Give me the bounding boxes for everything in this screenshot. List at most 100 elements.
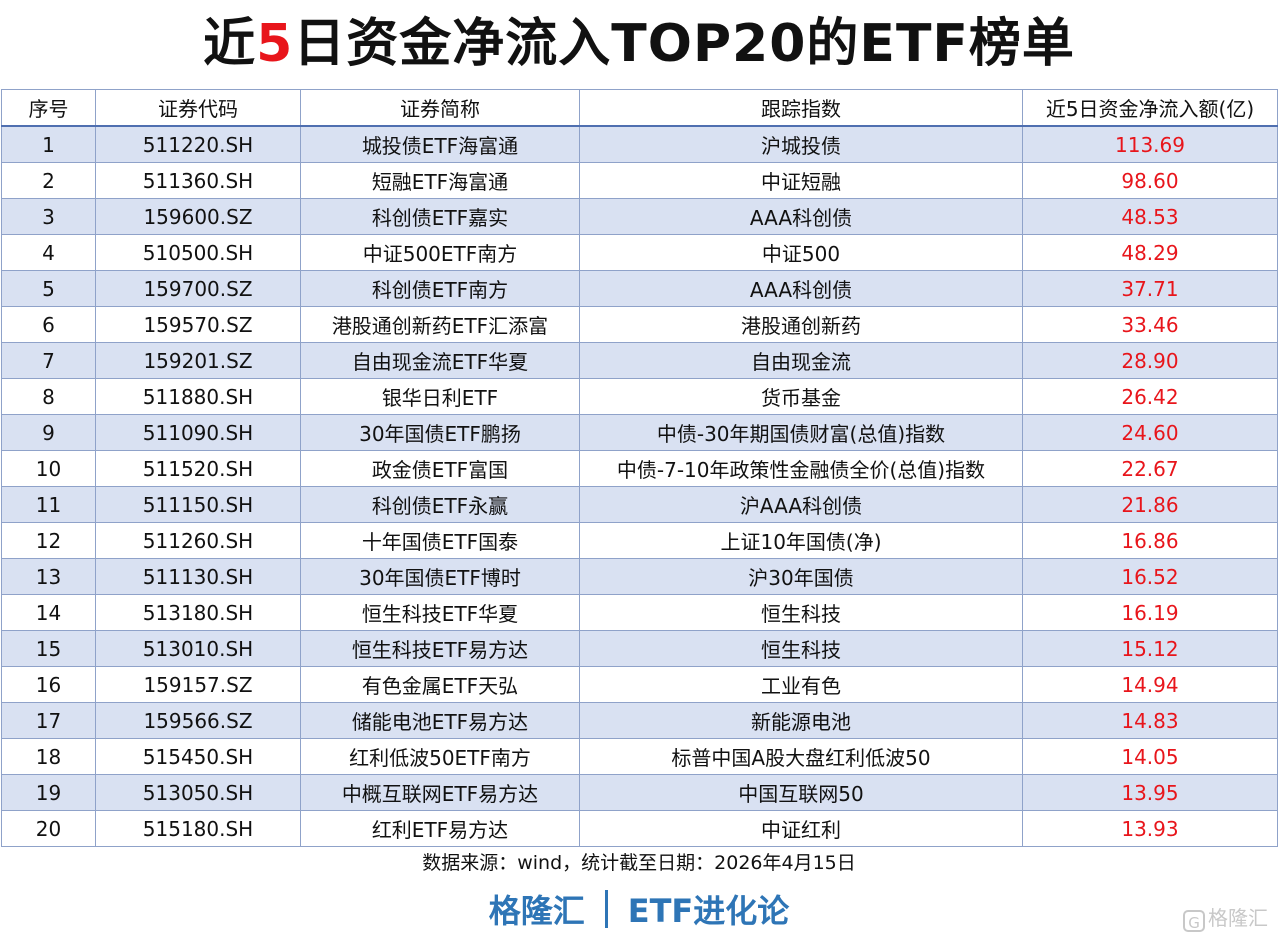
cell-inflow: 98.60 [1022,162,1278,199]
cell-name: 储能电池ETF易方达 [300,702,580,739]
cell-rank: 11 [1,486,96,523]
etf-ranking-table: 序号 证券代码 证券简称 跟踪指数 近5日资金净流入额(亿) 1 511220.S… [1,89,1278,847]
cell-rank: 13 [1,558,96,595]
cell-code: 159570.SZ [95,306,301,343]
table-row: 11 511150.SH 科创债ETF永赢 沪AAA科创债 21.86 [1,486,1278,523]
header-inflow: 近5日资金净流入额(亿) [1022,89,1278,127]
cell-index: 中证短融 [579,162,1023,199]
cell-inflow: 14.05 [1022,738,1278,775]
cell-rank: 9 [1,414,96,451]
brand-separator [604,890,608,928]
cell-index: AAA科创债 [579,270,1023,307]
cell-index: 恒生科技 [579,594,1023,631]
cell-code: 511520.SH [95,450,301,487]
cell-index: 沪AAA科创债 [579,486,1023,523]
cell-rank: 1 [1,125,96,163]
table-row: 12 511260.SH 十年国债ETF国泰 上证10年国债(净) 16.86 [1,522,1278,559]
cell-name: 红利低波50ETF南方 [300,738,580,775]
table-row: 5 159700.SZ 科创债ETF南方 AAA科创债 37.71 [1,270,1278,307]
table-row: 3 159600.SZ 科创债ETF嘉实 AAA科创债 48.53 [1,198,1278,235]
cell-inflow: 26.42 [1022,378,1278,415]
title-prefix: 近 [203,14,257,74]
cell-inflow: 16.86 [1022,522,1278,559]
cell-code: 159600.SZ [95,198,301,235]
table-row: 19 513050.SH 中概互联网ETF易方达 中国互联网50 13.95 [1,774,1278,811]
table-row: 20 515180.SH 红利ETF易方达 中证红利 13.93 [1,810,1278,847]
cell-name: 科创债ETF嘉实 [300,198,580,235]
cell-name: 30年国债ETF博时 [300,558,580,595]
table-row: 10 511520.SH 政金债ETF富国 中债-7-10年政策性金融债全价(总值)指… [1,450,1278,487]
cell-index: 中证500 [579,234,1023,271]
cell-code: 159201.SZ [95,342,301,379]
cell-rank: 6 [1,306,96,343]
cell-index: 货币基金 [579,378,1023,415]
cell-rank: 17 [1,702,96,739]
cell-name: 银华日利ETF [300,378,580,415]
cell-code: 159566.SZ [95,702,301,739]
table-row: 18 515450.SH 红利低波50ETF南方 标普中国A股大盘红利低波50 14.0… [1,738,1278,775]
cell-index: AAA科创债 [579,198,1023,235]
table-row: 16 159157.SZ 有色金属ETF天弘 工业有色 14.94 [1,666,1278,703]
cell-inflow: 33.46 [1022,306,1278,343]
cell-code: 513050.SH [95,774,301,811]
table-row: 14 513180.SH 恒生科技ETF华夏 恒生科技 16.19 [1,594,1278,631]
cell-code: 515180.SH [95,810,301,847]
cell-name: 港股通创新药ETF汇添富 [300,306,580,343]
brand-right: ETF进化论 [627,892,790,930]
cell-index: 中债-30年期国债财富(总值)指数 [579,414,1023,451]
cell-inflow: 48.53 [1022,198,1278,235]
cell-inflow: 113.69 [1022,125,1278,163]
cell-rank: 20 [1,810,96,847]
cell-name: 红利ETF易方达 [300,810,580,847]
cell-code: 515450.SH [95,738,301,775]
cell-code: 511260.SH [95,522,301,559]
cell-code: 513180.SH [95,594,301,631]
title-highlight: 5 [256,14,294,74]
cell-name: 政金债ETF富国 [300,450,580,487]
cell-rank: 5 [1,270,96,307]
header-code: 证券代码 [95,89,301,127]
table-row: 7 159201.SZ 自由现金流ETF华夏 自由现金流 28.90 [1,342,1278,379]
cell-name: 恒生科技ETF华夏 [300,594,580,631]
cell-code: 159157.SZ [95,666,301,703]
cell-inflow: 48.29 [1022,234,1278,271]
cell-name: 科创债ETF永赢 [300,486,580,523]
title-suffix: 日资金净流入TOP20的ETF榜单 [293,14,1075,74]
data-source-note: 数据来源：wind，统计截至日期：2026年4月15日 [422,852,856,874]
cell-rank: 8 [1,378,96,415]
cell-index: 中证红利 [579,810,1023,847]
cell-code: 510500.SH [95,234,301,271]
table-header-row: 序号 证券代码 证券简称 跟踪指数 近5日资金净流入额(亿) [1,89,1278,127]
table-row: 4 510500.SH 中证500ETF南方 中证500 48.29 [1,234,1278,271]
page-title: 近5日资金净流入TOP20的ETF榜单 [0,8,1278,80]
cell-rank: 4 [1,234,96,271]
brand-footer: 格隆汇 ETF进化论 [0,888,1278,934]
cell-index: 标普中国A股大盘红利低波50 [579,738,1023,775]
cell-rank: 18 [1,738,96,775]
cell-code: 511130.SH [95,558,301,595]
cell-index: 中国互联网50 [579,774,1023,811]
cell-code: 159700.SZ [95,270,301,307]
table-row: 17 159566.SZ 储能电池ETF易方达 新能源电池 14.83 [1,702,1278,739]
cell-inflow: 15.12 [1022,630,1278,667]
cell-name: 短融ETF海富通 [300,162,580,199]
cell-rank: 19 [1,774,96,811]
cell-inflow: 16.19 [1022,594,1278,631]
cell-name: 城投债ETF海富通 [300,125,580,163]
cell-code: 511880.SH [95,378,301,415]
cell-index: 新能源电池 [579,702,1023,739]
cell-inflow: 28.90 [1022,342,1278,379]
cell-inflow: 37.71 [1022,270,1278,307]
cell-name: 30年国债ETF鹏扬 [300,414,580,451]
cell-name: 有色金属ETF天弘 [300,666,580,703]
cell-name: 科创债ETF南方 [300,270,580,307]
cell-rank: 15 [1,630,96,667]
cell-rank: 10 [1,450,96,487]
table-row: 9 511090.SH 30年国债ETF鹏扬 中债-30年期国债财富(总值)指数 24.… [1,414,1278,451]
cell-inflow: 22.67 [1022,450,1278,487]
cell-inflow: 16.52 [1022,558,1278,595]
header-index: 跟踪指数 [579,89,1023,127]
cell-name: 中概互联网ETF易方达 [300,774,580,811]
cell-index: 自由现金流 [579,342,1023,379]
table-row: 2 511360.SH 短融ETF海富通 中证短融 98.60 [1,162,1278,199]
